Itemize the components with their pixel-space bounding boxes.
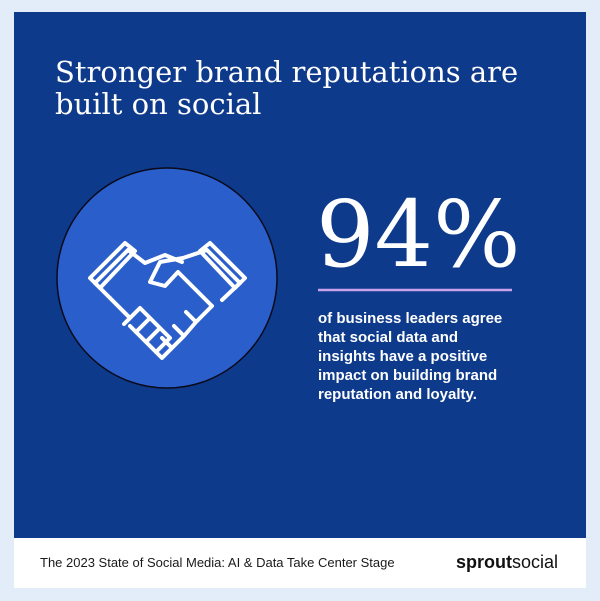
stat-description: that social data and xyxy=(318,329,458,346)
footer-panel xyxy=(14,538,586,588)
logo-light: social xyxy=(512,552,558,572)
footer-caption: The 2023 State of Social Media: AI & Dat… xyxy=(40,555,395,570)
icon-circle xyxy=(56,167,278,389)
logo-bold: sprout xyxy=(456,552,512,572)
stat-value: 94% xyxy=(316,181,520,288)
title-line: built on social xyxy=(55,87,261,121)
brand-logo: sproutsocial xyxy=(456,552,558,572)
handshake-icon xyxy=(88,241,247,360)
stat-description: reputation and loyalty. xyxy=(318,386,477,403)
stat-description: of business leaders agree xyxy=(318,310,502,327)
stat-description: insights have a positive xyxy=(318,348,487,365)
title-line: Stronger brand reputations are xyxy=(55,55,518,89)
stat-description: impact on building brand xyxy=(318,367,497,384)
